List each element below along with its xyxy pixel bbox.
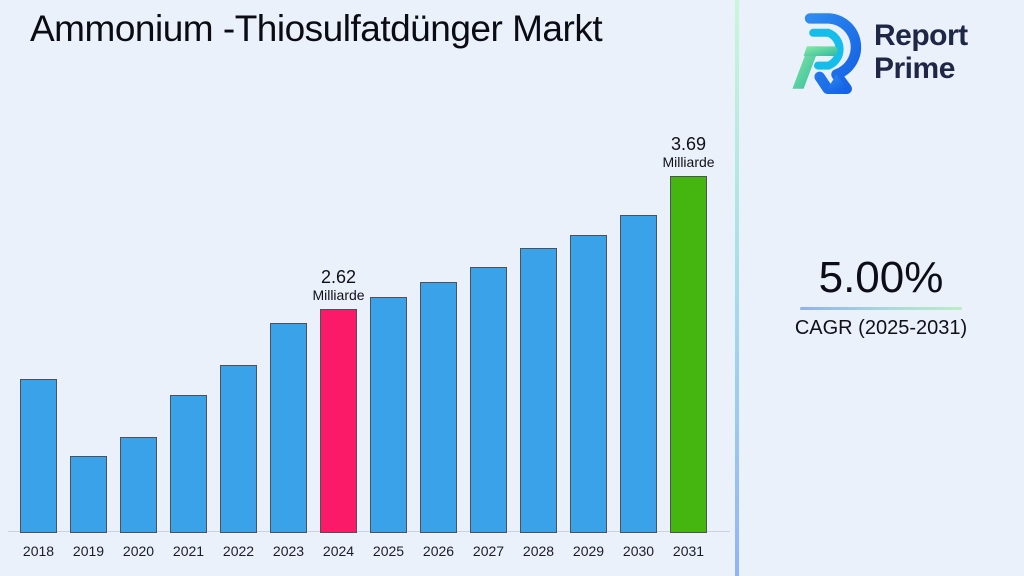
bar-2025 — [370, 297, 407, 533]
x-axis-label-2029: 2029 — [572, 543, 605, 559]
bar-2023 — [270, 323, 307, 533]
bar-2022 — [220, 365, 257, 533]
cagr-underline — [800, 307, 962, 310]
page-title: Ammonium -Thiosulfatdünger Markt — [30, 8, 603, 49]
cagr-panel: 5.00% CAGR (2025-2031) — [739, 254, 1023, 340]
report-prime-logo-icon — [792, 13, 862, 94]
x-axis-label-2023: 2023 — [272, 543, 305, 559]
report-prime-logo: Report Prime — [786, 10, 968, 94]
bar-2026 — [420, 282, 457, 533]
bar-2028 — [520, 248, 557, 533]
x-axis-label-2018: 2018 — [22, 543, 55, 559]
x-axis-label-2025: 2025 — [372, 543, 405, 559]
cagr-label: CAGR (2025-2031) — [794, 317, 968, 339]
bar-chart: 2018 2019 2020 2021 2022 2023 2024 2025 2026 2027… — [8, 134, 730, 559]
x-axis-label-2031: 2031 — [672, 543, 705, 559]
bar-2031 — [670, 176, 707, 533]
report-prime-wordmark: Report Prime — [874, 19, 968, 85]
bar-2024 — [320, 309, 357, 533]
bar-2018 — [20, 379, 57, 533]
x-axis-label-2022: 2022 — [222, 543, 255, 559]
panel-divider — [735, 0, 739, 576]
bar-2019 — [70, 456, 107, 533]
x-axis-line — [8, 531, 730, 532]
bar-value-label-2024: 2.62 Milliarde — [312, 267, 364, 304]
x-axis-label-2024: 2024 — [322, 543, 355, 559]
cagr-value: 5.00% — [818, 253, 944, 302]
x-axis-label-2026: 2026 — [422, 543, 455, 559]
logo-word-report: Report — [874, 19, 968, 52]
bar-2030 — [620, 215, 657, 533]
x-axis-label-2028: 2028 — [522, 543, 555, 559]
x-axis-label-2027: 2027 — [472, 543, 505, 559]
logo-word-prime: Prime — [874, 52, 955, 85]
bar-unit-2031: Milliarde — [662, 154, 715, 170]
bar-value-2031: 3.69 — [670, 134, 707, 154]
x-axis-label-2021: 2021 — [172, 543, 205, 559]
bar-2029 — [570, 235, 607, 533]
x-axis-label-2030: 2030 — [622, 543, 655, 559]
bar-2027 — [470, 267, 507, 533]
bar-unit-2024: Milliarde — [312, 287, 365, 303]
x-axis-label-2019: 2019 — [72, 543, 105, 559]
bar-2020 — [120, 437, 157, 533]
bar-2021 — [170, 395, 207, 533]
x-axis-label-2020: 2020 — [122, 543, 155, 559]
bar-value-2024: 2.62 — [320, 267, 357, 287]
bar-value-label-2031: 3.69 Milliarde — [662, 134, 714, 171]
